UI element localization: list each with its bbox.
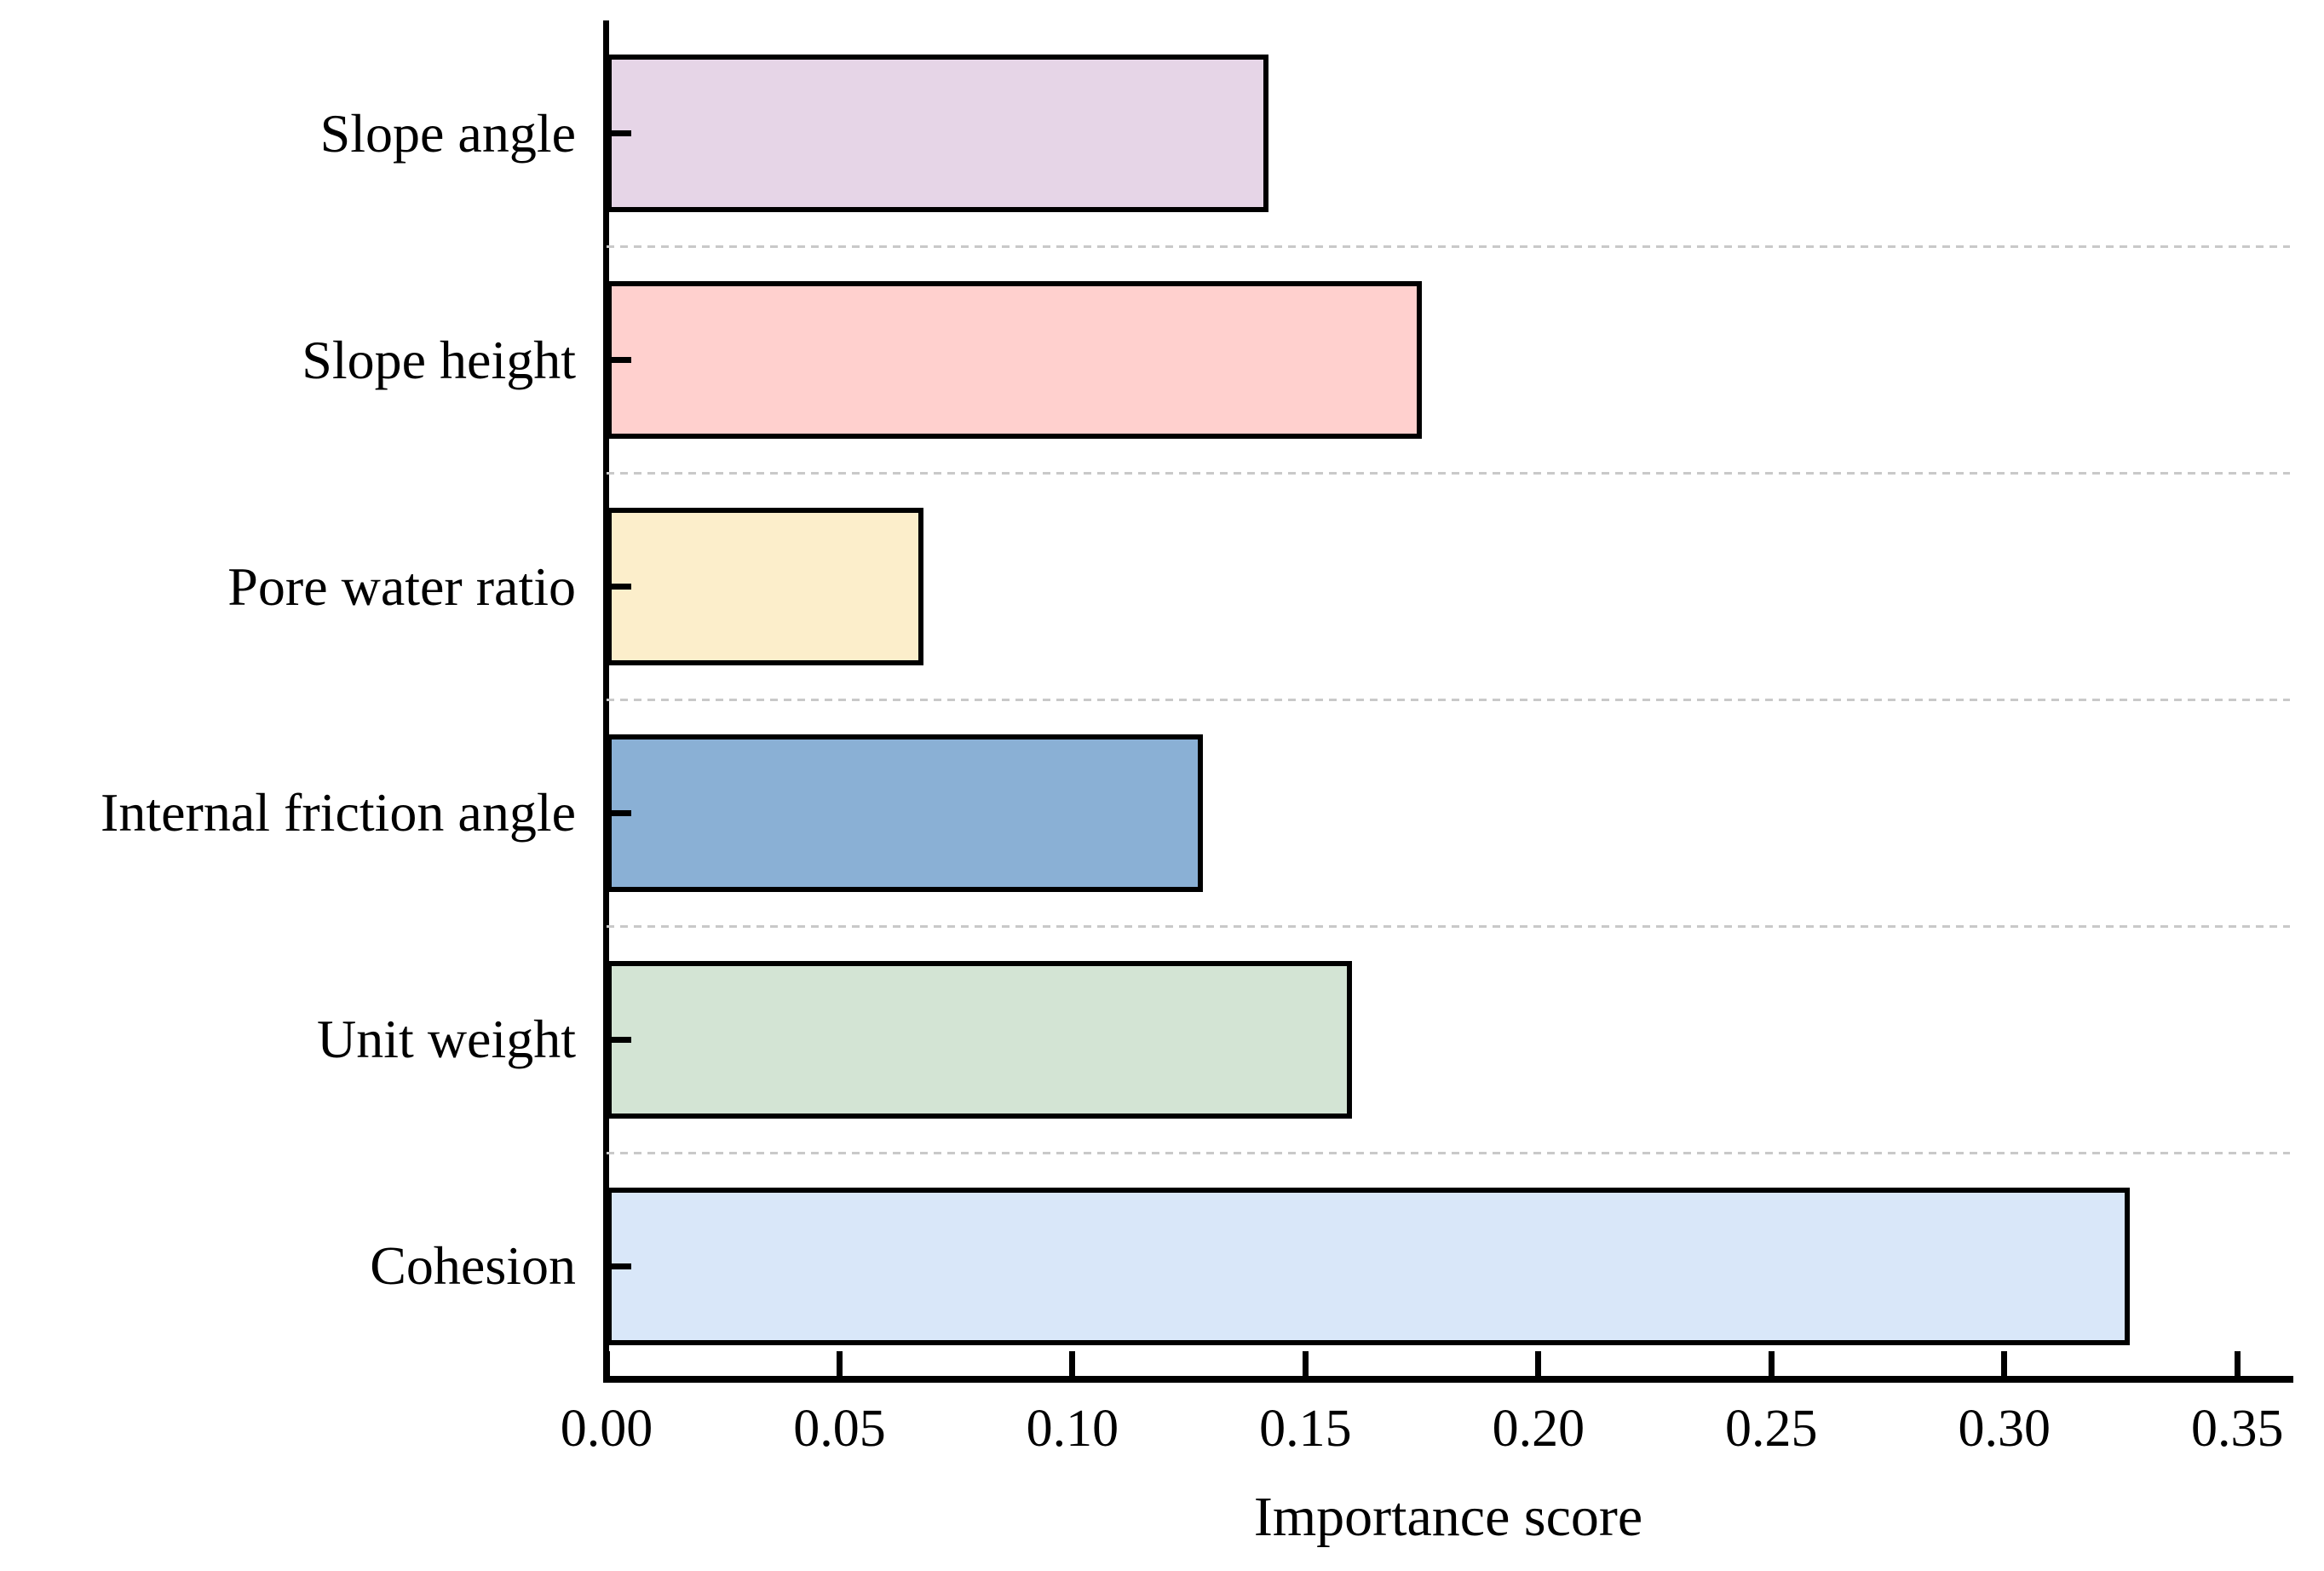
category-label-slope-height: Slope height [302,329,576,390]
y-axis-line [603,20,609,1383]
x-tick-0.30 [2001,1351,2008,1376]
y-tick-unit-weight [607,1036,631,1043]
bar-slope-height [607,281,1423,440]
x-tick-label-0.25: 0.25 [1725,1400,1818,1458]
y-tick-internal-friction-angle [607,809,631,816]
x-tick-label-0.05: 0.05 [793,1400,886,1458]
x-tick-label-0.30: 0.30 [1958,1400,2051,1458]
category-label-pore-water-ratio: Pore water ratio [227,555,576,617]
bar-unit-weight [607,960,1353,1119]
y-tick-slope-angle [607,130,631,137]
y-tick-cohesion [607,1263,631,1269]
gridline [607,245,2290,249]
x-tick-0.20 [1535,1351,1542,1376]
x-tick-label-0.15: 0.15 [1259,1400,1352,1458]
y-tick-slope-height [607,357,631,364]
bar-internal-friction-angle [607,734,1204,892]
plot-area [603,20,2293,1383]
category-label-unit-weight: Unit weight [317,1009,576,1070]
category-label-internal-friction-angle: Internal friction angle [101,782,576,843]
x-tick-label-0.20: 0.20 [1492,1400,1585,1458]
x-axis-title-label: Importance score [1253,1486,1643,1548]
x-tick-0.25 [1768,1351,1775,1376]
x-tick-0.05 [836,1351,843,1376]
x-tick-0.35 [2234,1351,2241,1376]
gridline [607,924,2290,928]
gridline [607,472,2290,475]
bar-slope-angle [607,55,1268,213]
gridline [607,699,2290,701]
x-axis-line [603,1376,2293,1383]
x-tick-0.10 [1069,1351,1076,1376]
category-label-slope-angle: Slope angle [319,102,576,164]
y-tick-pore-water-ratio [607,584,631,590]
x-tick-label-0.35: 0.35 [2190,1400,2284,1458]
category-label-cohesion: Cohesion [370,1235,576,1297]
x-tick-0.00 [603,1351,610,1376]
gridline [607,1151,2290,1154]
bar-pore-water-ratio [607,508,923,666]
x-tick-label-0.00: 0.00 [560,1400,653,1458]
bar-cohesion [607,1187,2131,1345]
x-tick-0.15 [1302,1351,1309,1376]
x-tick-label-0.10: 0.10 [1026,1400,1119,1458]
